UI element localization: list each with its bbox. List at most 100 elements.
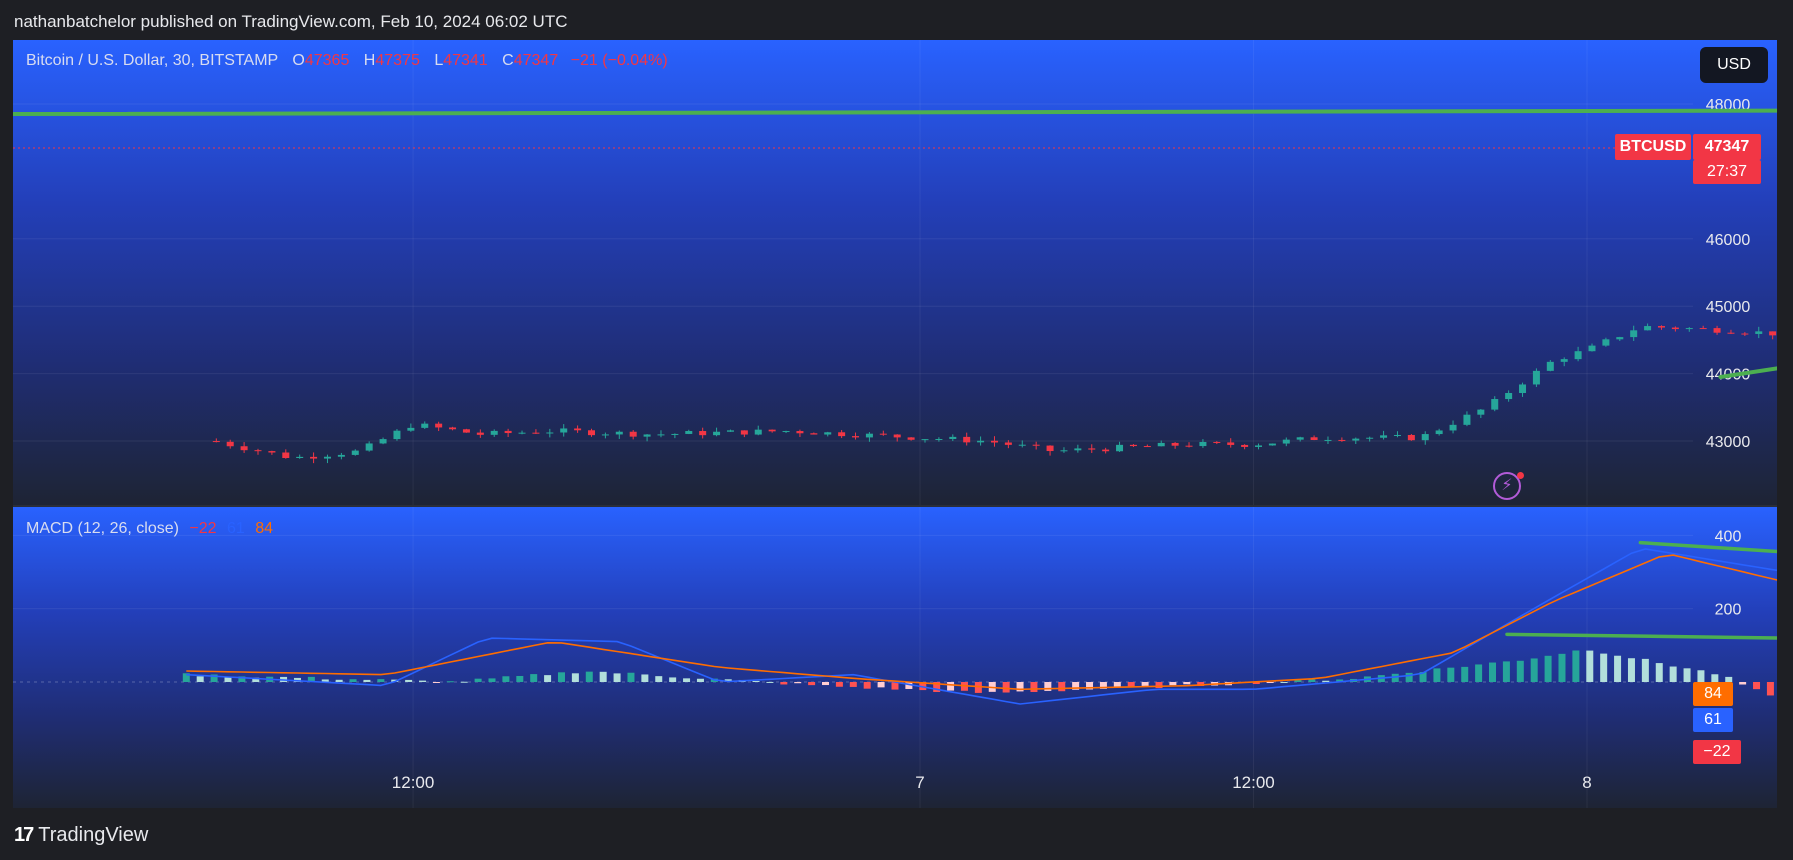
candle-body (476, 432, 484, 435)
histogram-bar (1113, 682, 1121, 687)
candle-body (1268, 443, 1276, 446)
candle-body (296, 456, 304, 459)
price-axis-label: 46000 (1706, 232, 1751, 249)
histogram-bar (1280, 681, 1288, 683)
candle-body (1060, 450, 1068, 452)
lightning-icon[interactable]: ⚡ (1493, 472, 1521, 500)
candle-body (1505, 393, 1513, 400)
candle-body (240, 446, 248, 451)
histogram-bar (933, 682, 941, 692)
histogram-bar (1516, 660, 1524, 682)
histogram-bar (1586, 650, 1594, 682)
histogram-bar (1252, 682, 1260, 685)
histogram-bar (1433, 668, 1441, 682)
macd-legend-macd: 61 (226, 520, 245, 537)
signal-value-tag: 84 (1693, 682, 1733, 706)
candle-body (782, 431, 790, 433)
legend-low-value: 47341 (443, 52, 488, 69)
candle-body (254, 450, 262, 452)
candle-body (1435, 430, 1443, 435)
histogram-bar (502, 676, 510, 682)
footer: 17 TradingView (14, 820, 148, 850)
histogram-bar (571, 673, 579, 682)
histogram-bar (335, 679, 343, 682)
macd-axis-label: 200 (1715, 602, 1742, 619)
histogram-bar (1614, 655, 1622, 682)
histogram-bar (599, 671, 607, 682)
macd-line (186, 548, 1777, 705)
candle-body (1352, 438, 1360, 441)
candle-body (1546, 361, 1554, 371)
histogram-bar (419, 680, 427, 682)
candle-body (310, 456, 318, 459)
histogram-bar (1030, 682, 1038, 692)
candle-body (1588, 345, 1596, 352)
candle-body (1157, 442, 1165, 447)
pane-separator[interactable] (13, 505, 1777, 507)
candle-body (1699, 328, 1707, 330)
candle-body (1393, 434, 1401, 436)
histogram-bar (1294, 679, 1302, 682)
legend-high-value: 47375 (375, 52, 420, 69)
price-legend: Bitcoin / U.S. Dollar, 30, BITSTAMP O473… (26, 52, 668, 70)
symbol-tag: BTCUSD (1615, 134, 1691, 160)
candle-body (671, 433, 679, 435)
tradingview-brand: TradingView (38, 824, 149, 846)
candle-body (490, 430, 498, 435)
candle-body (1671, 327, 1679, 330)
histogram-bar (1739, 682, 1747, 685)
legend-change: −21 (−0.04%) (570, 52, 668, 69)
candle-body (1574, 351, 1582, 360)
histogram-bar (446, 681, 454, 683)
histogram-bar (1322, 680, 1330, 682)
candle-body (699, 431, 707, 436)
candle-body (1199, 441, 1207, 447)
histogram-bar (544, 675, 552, 682)
chart-frame[interactable]: 4300044000450004600048000 Bitcoin / U.S.… (13, 40, 1777, 808)
candle-body (1616, 337, 1624, 340)
macd-value-tag: 61 (1693, 708, 1733, 732)
histogram-bar (238, 676, 246, 682)
histogram-bar (1711, 674, 1719, 682)
histogram-bar (1683, 668, 1691, 682)
candle-body (379, 439, 387, 444)
histogram-bar (835, 682, 843, 687)
histogram-bar (974, 682, 982, 693)
candle-body (1727, 332, 1735, 334)
histogram-bar (1447, 667, 1455, 682)
candle-body (796, 431, 804, 434)
macd-divergence-line-upper (1638, 540, 1777, 554)
macd-legend-name: MACD (12, 26, close) (26, 520, 179, 537)
candle-body (879, 433, 887, 435)
candle-body (907, 437, 915, 440)
histogram-bar (1502, 661, 1510, 682)
macd-divergence-line-lower (1505, 632, 1777, 640)
candle-body (351, 450, 359, 455)
price-chart-svg[interactable]: 4300044000450004600048000 (13, 40, 1777, 505)
notification-dot (1517, 472, 1524, 479)
histogram-bar (1266, 682, 1274, 683)
candle-body (1741, 333, 1749, 335)
candle-body (532, 432, 540, 434)
histogram-bar (349, 679, 357, 682)
histogram-bar (252, 677, 260, 682)
candle-body (226, 441, 234, 447)
histogram-bar (1461, 666, 1469, 682)
price-axis-label: 43000 (1706, 434, 1751, 451)
histogram-bar (1197, 682, 1205, 687)
candle-body (337, 454, 345, 457)
candle-body (977, 440, 985, 443)
histogram-bar (1530, 658, 1538, 682)
candle-body (935, 439, 943, 441)
histogram-bar (780, 682, 788, 685)
currency-button[interactable]: USD (1700, 47, 1768, 83)
histogram-bar (210, 674, 218, 682)
candle-body (518, 432, 526, 434)
price-pane[interactable]: 4300044000450004600048000 Bitcoin / U.S.… (13, 40, 1777, 505)
candle-body (462, 429, 470, 433)
histogram-bar (1016, 682, 1024, 692)
candle-body (1380, 435, 1388, 438)
histogram-bar (307, 676, 315, 682)
